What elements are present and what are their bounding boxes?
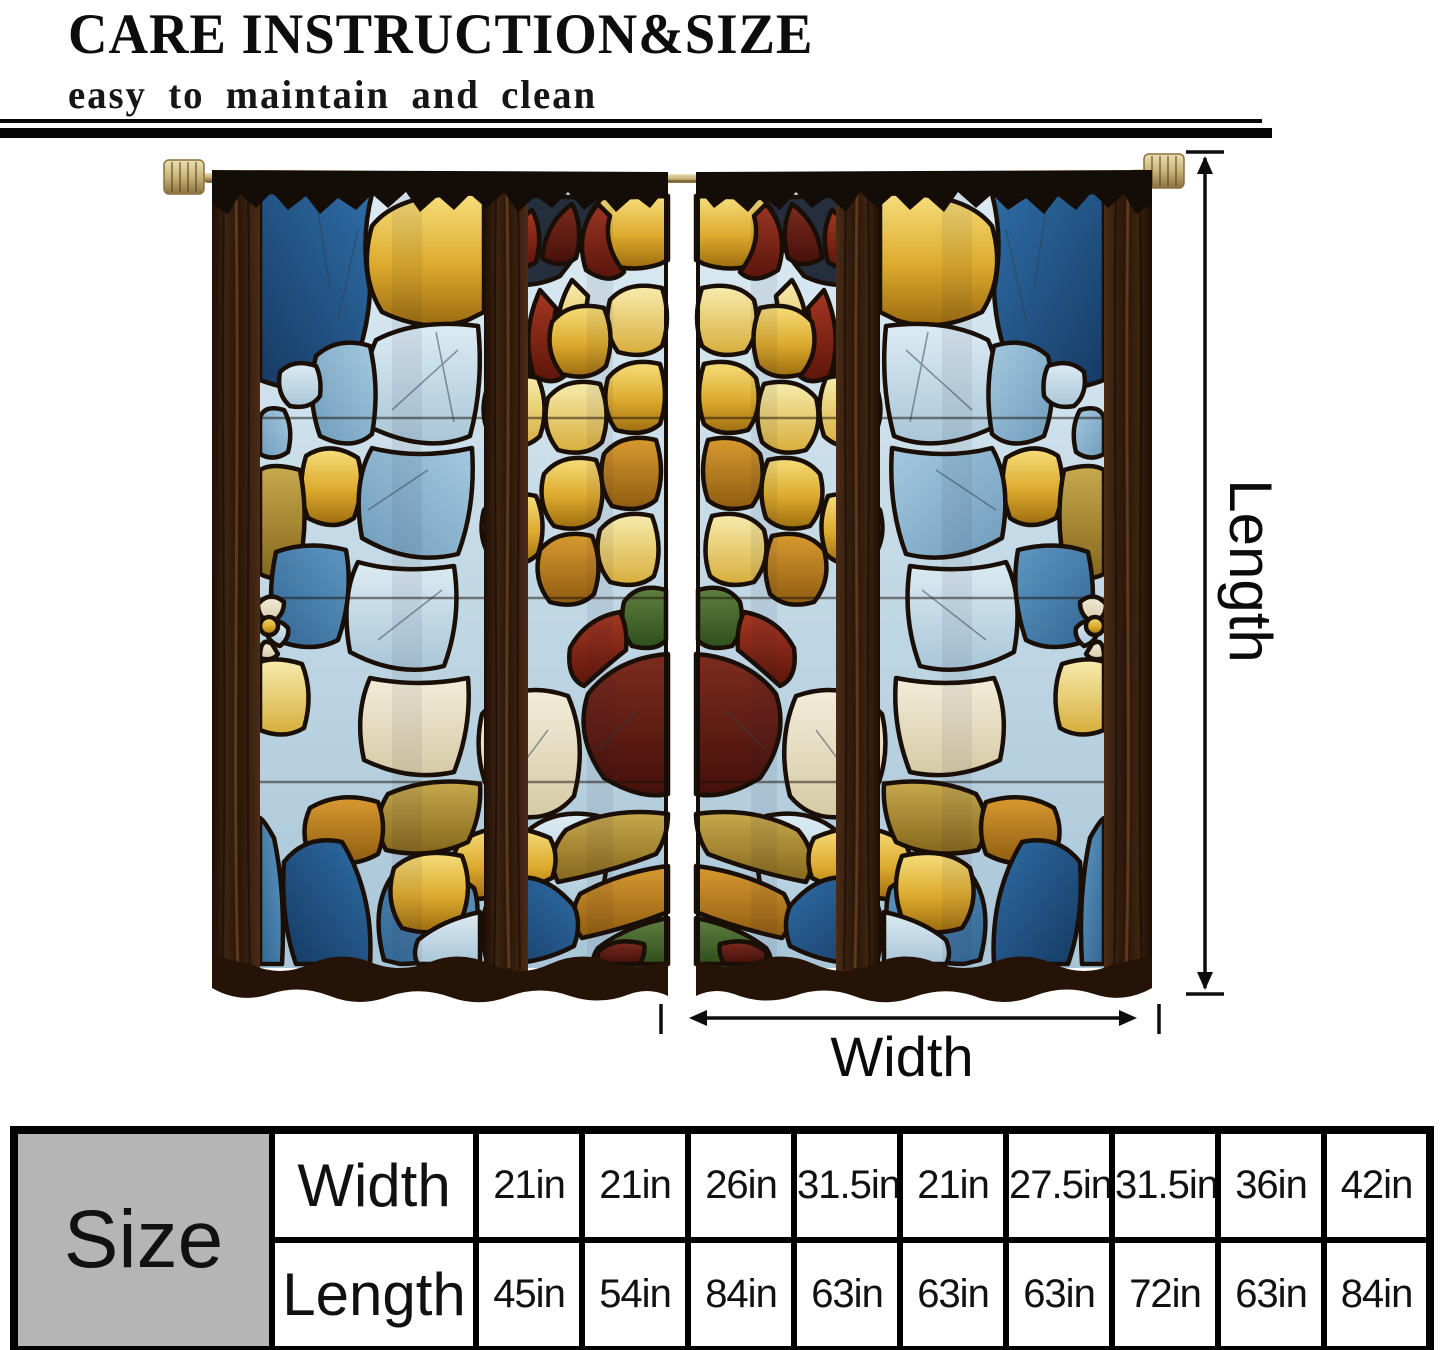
divider-thick-line [0,128,1272,138]
page-subtitle: easy to maintain and clean [68,72,597,117]
divider-rule [0,119,1272,138]
width-value-2: 21in [579,1127,691,1243]
rod-finial-left [163,159,216,195]
length-value-9: 84in [1321,1237,1433,1350]
page-title: CARE INSTRUCTION&SIZE [68,3,814,66]
length-value-5: 63in [897,1237,1009,1350]
curtain-panel-left [212,170,668,1002]
row-label-width: Width [269,1127,479,1243]
width-value-1: 21in [473,1127,585,1243]
width-arrow [659,1004,1161,1034]
curtain-product-image [150,150,1190,1020]
divider-thin-line [0,119,1262,123]
length-value-7: 72in [1109,1237,1221,1350]
width-value-6: 27.5in [1003,1127,1115,1243]
header: CARE INSTRUCTION&SIZE easy to maintain a… [68,2,844,118]
length-value-3: 84in [685,1237,797,1350]
width-value-9: 42in [1321,1127,1433,1243]
length-value-4: 63in [791,1237,903,1350]
width-value-3: 26in [685,1127,797,1243]
size-table-section: Size Width 21in 21in 26in 31.5in 21in 27… [10,1126,1434,1350]
width-value-5: 21in [897,1127,1009,1243]
row-label-length: Length [269,1237,479,1350]
size-table: Size Width 21in 21in 26in 31.5in 21in 27… [10,1126,1434,1350]
length-value-2: 54in [579,1237,691,1350]
width-value-7: 31.5in [1109,1127,1221,1243]
curtain-panel-right [696,170,1152,1002]
length-value-1: 45in [473,1237,585,1350]
table-row-length: Length 45in 54in 84in 63in 63in 63in 72i… [14,1237,1433,1350]
length-label: Length [1217,479,1284,663]
width-value-4: 31.5in [791,1127,903,1243]
width-value-8: 36in [1215,1127,1327,1243]
table-row-width: Size Width 21in 21in 26in 31.5in 21in 27… [11,1127,1433,1350]
length-arrow [1186,150,1224,996]
width-label: Width [830,1025,974,1088]
length-value-8: 63in [1215,1237,1327,1350]
size-corner-cell: Size [11,1127,275,1350]
length-value-6: 63in [1003,1237,1115,1350]
